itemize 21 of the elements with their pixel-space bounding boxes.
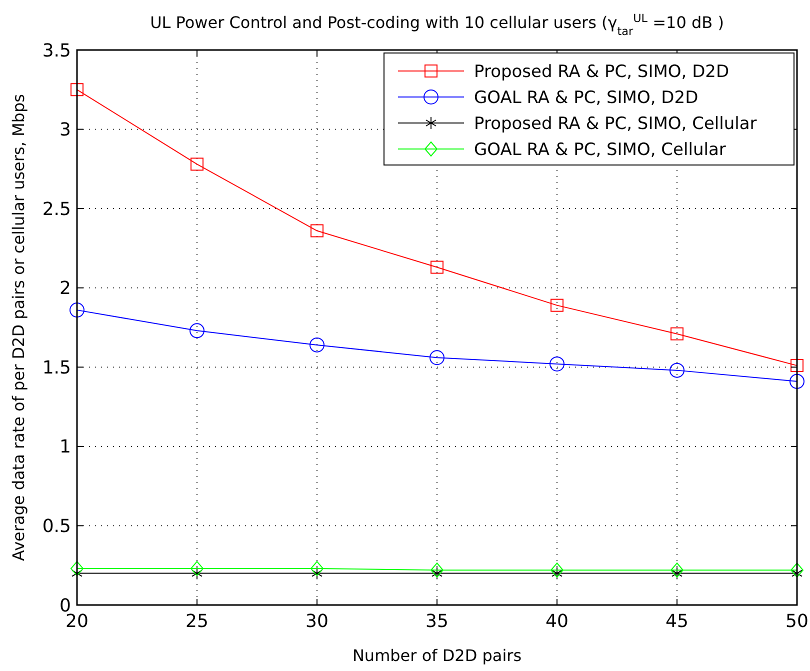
- x-tick-label: 25: [186, 611, 208, 632]
- x-tick-label: 50: [786, 611, 808, 632]
- x-tick-label: 40: [546, 611, 568, 632]
- x-tick-label: 20: [66, 611, 88, 632]
- x-tick-label: 30: [306, 611, 328, 632]
- y-tick-label: 2: [60, 278, 71, 300]
- y-tick-label: 1: [60, 436, 71, 458]
- y-tick-label: 3: [60, 120, 71, 141]
- legend-label: GOAL RA & PC, SIMO, Cellular: [474, 140, 726, 160]
- legend-label: Proposed RA & PC, SIMO, D2D: [474, 62, 730, 82]
- x-tick-label: 45: [666, 611, 688, 632]
- y-tick-label: 0.5: [42, 516, 71, 538]
- y-tick-label: 1.5: [42, 357, 71, 378]
- legend-label: Proposed RA & PC, SIMO, Cellular: [474, 114, 757, 134]
- legend-label: GOAL RA & PC, SIMO, D2D: [474, 88, 698, 108]
- y-axis-title: Average data rate of per D2D pairs or cellular users, Mbps: [9, 94, 28, 561]
- x-tick-label: 35: [426, 611, 448, 632]
- y-tick-label: 2.5: [42, 198, 71, 220]
- y-tick-label: 3.5: [42, 40, 71, 62]
- chart-title: UL Power Control and Post-coding with 10 cellular users (γ$_{tar}$$^{UL}$ =10 dB ): [150, 12, 724, 38]
- x-axis-title: Number of D2D pairs: [352, 646, 522, 665]
